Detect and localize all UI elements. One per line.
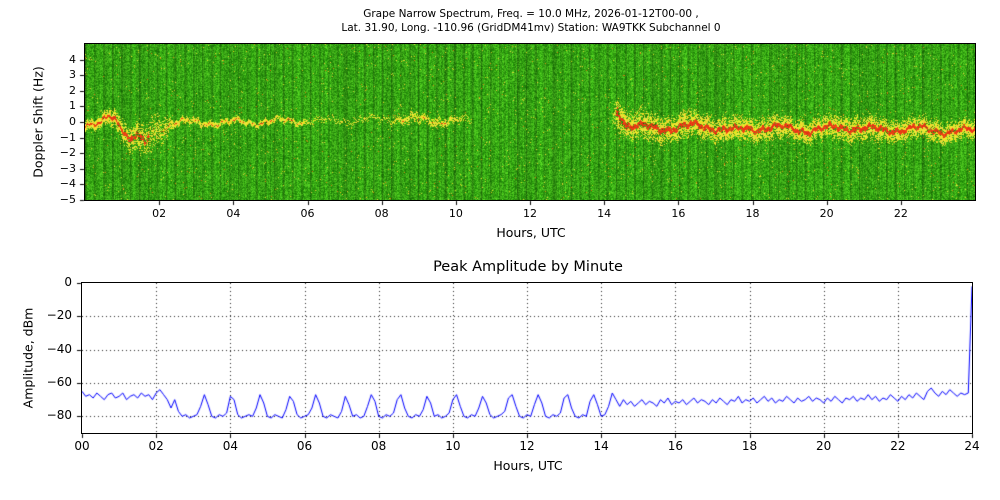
spectrogram-canvas <box>84 43 976 201</box>
spectrogram-x-tick-label: 14 <box>597 207 612 220</box>
spectrogram-y-tick-label: 0 <box>69 115 76 128</box>
amplitude-x-tick-label: 02 <box>148 439 164 453</box>
spectrogram-x-tick-label: 12 <box>523 207 537 220</box>
spectrogram-x-tick-label: 16 <box>671 207 686 220</box>
amplitude-y-tick-label: 0 <box>64 275 72 289</box>
amplitude-x-tick-label: 00 <box>74 439 90 453</box>
amplitude-x-tick-label: 08 <box>371 439 387 453</box>
amplitude-plot-canvas <box>81 282 973 434</box>
amplitude-x-tick-label: 24 <box>964 439 980 453</box>
amplitude-x-tick-label: 12 <box>519 439 535 453</box>
amplitude-y-tick-label: −60 <box>46 375 72 389</box>
amplitude-x-tick-label: 22 <box>890 439 906 453</box>
amplitude-x-tick-label: 18 <box>741 439 758 453</box>
spectrogram-y-tick-label: 3 <box>69 68 76 82</box>
spectrogram-x-tick-label: 18 <box>745 207 760 220</box>
spectrogram-x-tick-label: 04 <box>226 207 241 220</box>
amplitude-y-tick-label: −80 <box>46 408 72 423</box>
amplitude-x-tick-label: 10 <box>445 439 461 453</box>
amplitude-x-tick-label: 04 <box>222 439 238 453</box>
spectrogram-x-tick-label: 10 <box>448 207 463 220</box>
spectrogram-y-tick-label: 4 <box>69 52 76 66</box>
spectrogram-y-tick-label: −2 <box>59 146 76 160</box>
spectrogram-x-axis-label: Hours, UTC <box>496 225 566 240</box>
spectrogram-x-tick-label: 06 <box>300 207 315 220</box>
spectrogram-x-tick-label: 02 <box>152 207 167 220</box>
amplitude-y-axis-label: Amplitude, dBm <box>20 307 36 409</box>
amplitude-x-tick-label: 14 <box>593 439 609 453</box>
spectrogram-y-tick-label: −5 <box>59 193 76 206</box>
spectrogram-y-tick-label: −1 <box>59 130 76 144</box>
spectrogram-title-line1: Grape Narrow Spectrum, Freq. = 10.0 MHz,… <box>363 8 699 20</box>
spectrogram-x-tick-label: 20 <box>819 207 834 220</box>
amplitude-x-tick-label: 20 <box>816 439 832 453</box>
amplitude-x-tick-label: 06 <box>296 439 313 453</box>
amplitude-y-tick-label: −20 <box>46 308 72 323</box>
amplitude-x-tick-label: 16 <box>667 439 683 453</box>
amplitude-chart-title: Peak Amplitude by Minute <box>433 259 623 275</box>
spectrogram-y-tick-label: 1 <box>69 99 76 113</box>
spectrogram-y-tick-label: −3 <box>59 161 76 175</box>
amplitude-x-axis-label: Hours, UTC <box>493 458 563 473</box>
spectrogram-title-line2: Lat. 31.90, Long. -110.96 (GridDM41mv) S… <box>341 22 721 34</box>
spectrogram-x-tick-label: 08 <box>374 207 389 220</box>
spectrogram-y-tick-label: −4 <box>59 177 76 191</box>
amplitude-y-tick-label: −40 <box>46 341 72 356</box>
spectrogram-x-tick-label: 22 <box>893 207 908 220</box>
spectrogram-y-tick-label: 2 <box>69 83 76 97</box>
